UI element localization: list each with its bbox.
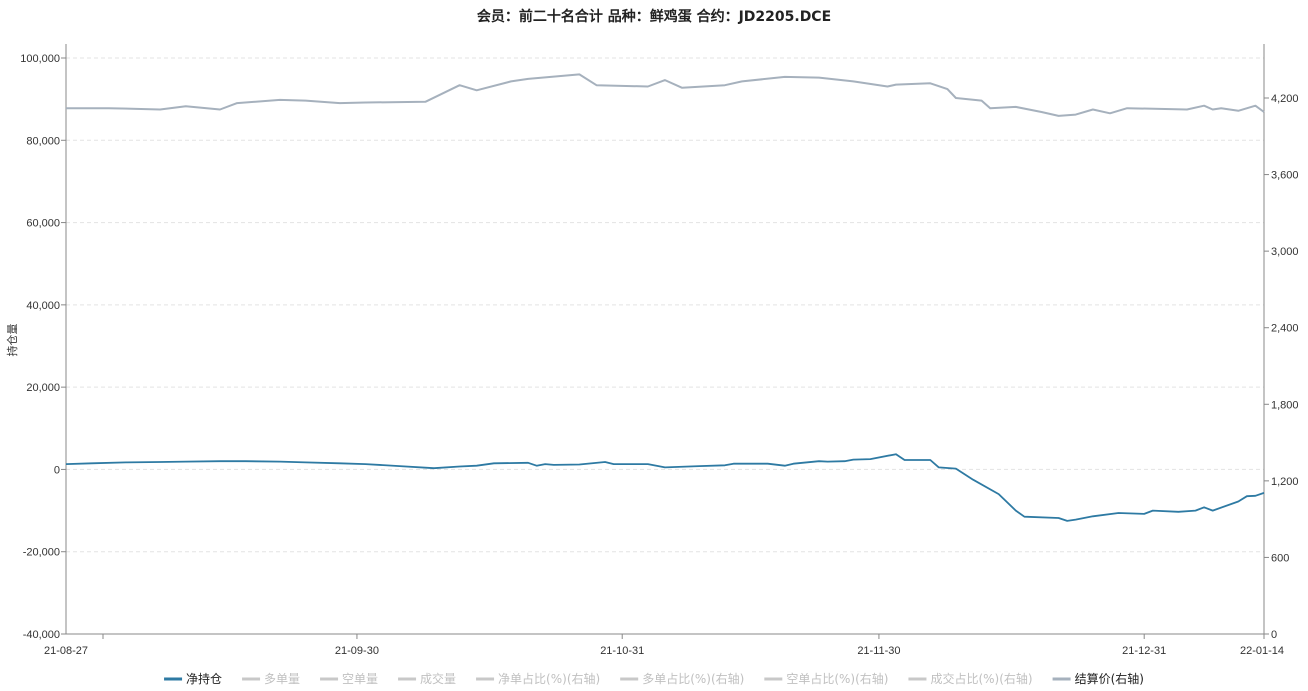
chart-title: 会员：前二十名合计 品种：鲜鸡蛋 合约：JD2205.DCE [476, 9, 832, 25]
axes: -40,000 -20,000 0 20,000 40,000 60,000 80,000 1… [20, 44, 1299, 657]
legend-label: 多单量 [264, 672, 300, 686]
series-line-settlement-price [66, 73, 1265, 117]
y-right-tick-label: 2,400 [1271, 323, 1299, 335]
legend-item[interactable]: 多单量 [242, 672, 300, 686]
series-lines [65, 73, 1265, 522]
y-right-tick-label: 1,800 [1271, 399, 1299, 411]
legend-item[interactable]: 净单占比(%)(右轴) [476, 671, 600, 686]
y-left-tick-label: 40,000 [26, 300, 60, 312]
x-tick-label: 21-12-31 [1122, 645, 1166, 657]
x-tick-label: 21-09-30 [335, 645, 379, 657]
legend-label: 空单占比(%)(右轴) [786, 671, 888, 686]
y-right-tick-label: 3,000 [1271, 246, 1299, 258]
legend-item[interactable]: 多单占比(%)(右轴) [620, 671, 744, 686]
y-right-tick-label: 600 [1271, 552, 1289, 564]
legend-label: 成交量 [420, 671, 456, 686]
series-line-net-position [65, 453, 1265, 522]
legend-item[interactable]: 空单占比(%)(右轴) [764, 671, 888, 686]
y-right-tick-label: 4,200 [1271, 93, 1299, 105]
legend-item[interactable]: 空单量 [320, 672, 378, 686]
y-left-tick-label: 60,000 [26, 218, 60, 230]
legend-label: 成交占比(%)(右轴) [930, 671, 1032, 686]
x-tick-label: 21-08-27 [44, 645, 88, 657]
legend-label: 净持仓 [186, 671, 222, 686]
y-right-tick-label: 1,200 [1271, 476, 1299, 488]
x-tick-label: 22-01-14 [1240, 645, 1284, 657]
legend[interactable]: 净持仓 多单量 空单量 成交量 净单占比(%)(右轴) 多单占比(%)(右轴) 空单占比(%… [164, 671, 1144, 686]
legend-label: 结算价(右轴) [1075, 671, 1144, 686]
y-axis-label: 持仓量 [5, 324, 19, 357]
x-tick-label: 21-11-30 [857, 645, 900, 657]
legend-item[interactable]: 成交量 [398, 671, 456, 686]
legend-item[interactable]: 成交占比(%)(右轴) [908, 671, 1033, 686]
legend-label: 多单占比(%)(右轴) [642, 671, 744, 686]
legend-label: 空单量 [342, 672, 378, 686]
y-left-tick-label: 80,000 [26, 135, 60, 147]
y-left-tick-label: -40,000 [23, 629, 60, 641]
y-right-tick-label: 3,600 [1271, 170, 1299, 182]
y-left-tick-label: 20,000 [26, 382, 60, 394]
y-left-tick-label: 100,000 [20, 53, 60, 65]
y-left-tick-label: 0 [54, 464, 60, 476]
x-tick-label: 21-10-31 [600, 645, 644, 657]
legend-label: 净单占比(%)(右轴) [498, 671, 600, 686]
y-left-tick-label: -20,000 [23, 547, 60, 559]
grid-lines [66, 57, 1264, 553]
y-right-tick-label: 0 [1271, 629, 1277, 641]
legend-item[interactable]: 结算价(右轴) [1052, 671, 1144, 686]
legend-item[interactable]: 净持仓 [164, 671, 222, 686]
